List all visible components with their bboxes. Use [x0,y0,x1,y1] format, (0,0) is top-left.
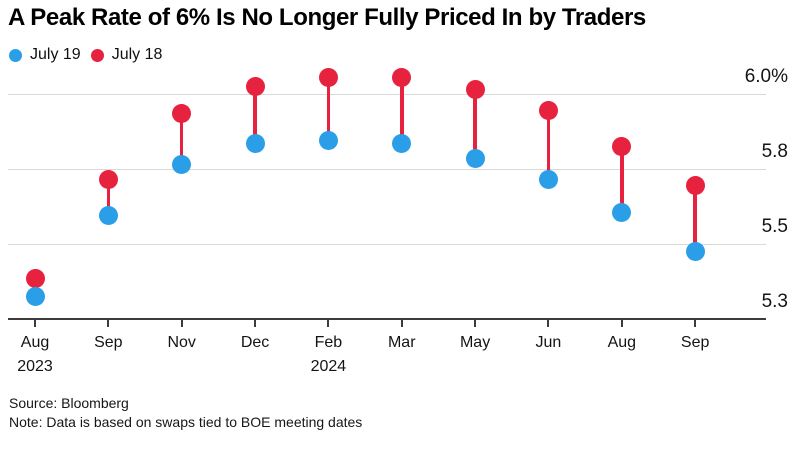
x-axis-year-label: 2023 [17,358,53,375]
data-point-july18 [538,100,558,120]
gridline [8,244,766,245]
data-point-july19 [465,148,485,168]
chart-title: A Peak Rate of 6% Is No Longer Fully Pri… [8,4,646,31]
dumbbell-connector [620,146,624,212]
x-axis-tick [400,320,403,327]
dumbbell-connector [253,86,257,143]
x-axis-label: Aug [607,334,637,351]
data-point-july19 [612,202,632,222]
data-point-july18 [465,79,485,99]
x-axis-label: Mar [387,334,416,351]
data-point-july18 [98,169,118,189]
data-point-july18 [172,103,192,123]
data-point-july18 [25,268,45,288]
legend-label-july19: July 19 [30,46,81,63]
dumbbell-connector [400,77,404,143]
x-axis-label: May [459,334,491,351]
source-text: Source: Bloomberg [9,395,129,411]
note-text: Note: Data is based on swaps tied to BOE… [9,414,363,430]
x-axis-tick [547,320,550,327]
x-axis-tick [34,320,36,327]
footer: Source: Bloomberg Note: Data is based on… [9,394,362,432]
x-axis-label: Feb [314,334,343,351]
data-point-july18 [318,67,338,87]
y-axis-label: 5.5 [761,216,788,237]
data-point-july19 [538,169,558,189]
x-axis-label: Sep [94,334,123,351]
data-point-july19 [98,205,118,225]
x-axis-tick [180,320,183,327]
x-axis-line [8,318,766,320]
x-axis-label: Aug [20,334,50,351]
legend-dot-july19-icon [9,48,22,62]
data-point-july18 [685,175,705,195]
x-axis-tick [107,320,110,327]
gridline [8,169,766,170]
x-axis-tick [694,320,697,327]
legend: July 19 July 18 [9,46,162,64]
data-point-july18 [245,76,265,96]
legend-label-july18: July 18 [111,46,163,63]
x-axis-tick [254,320,257,327]
x-axis-tick [327,320,330,327]
dumbbell-connector [179,113,184,164]
data-point-july18 [612,136,632,156]
x-axis-year-label: 2024 [310,358,347,375]
dumbbell-connector [473,89,477,158]
y-axis-label: 6.0% [744,66,788,87]
data-point-july19 [172,154,192,174]
x-axis-tick [474,320,477,327]
legend-dot-july18-icon [90,48,104,62]
data-point-july19 [25,286,45,306]
dumbbell-connector [693,185,697,251]
legend-item-july18: July 18 [90,46,163,64]
data-point-july19 [685,241,705,261]
x-axis-label: Sep [680,334,710,351]
dumbbell-connector [546,110,551,179]
x-axis-label: Dec [240,334,270,351]
dumbbell-connector [326,77,331,140]
y-axis-label: 5.3 [761,291,788,312]
x-axis-label: Jun [535,334,562,351]
dumbbell-connector [106,179,111,215]
data-point-july18 [392,67,412,87]
data-point-july19 [392,133,412,153]
legend-item-july19: July 19 [9,46,81,64]
data-point-july19 [318,130,338,150]
x-axis-label: Nov [167,334,196,351]
y-axis-label: 5.8 [761,141,788,162]
x-axis-tick [620,320,623,327]
data-point-july19 [245,133,265,153]
gridline [8,94,766,95]
